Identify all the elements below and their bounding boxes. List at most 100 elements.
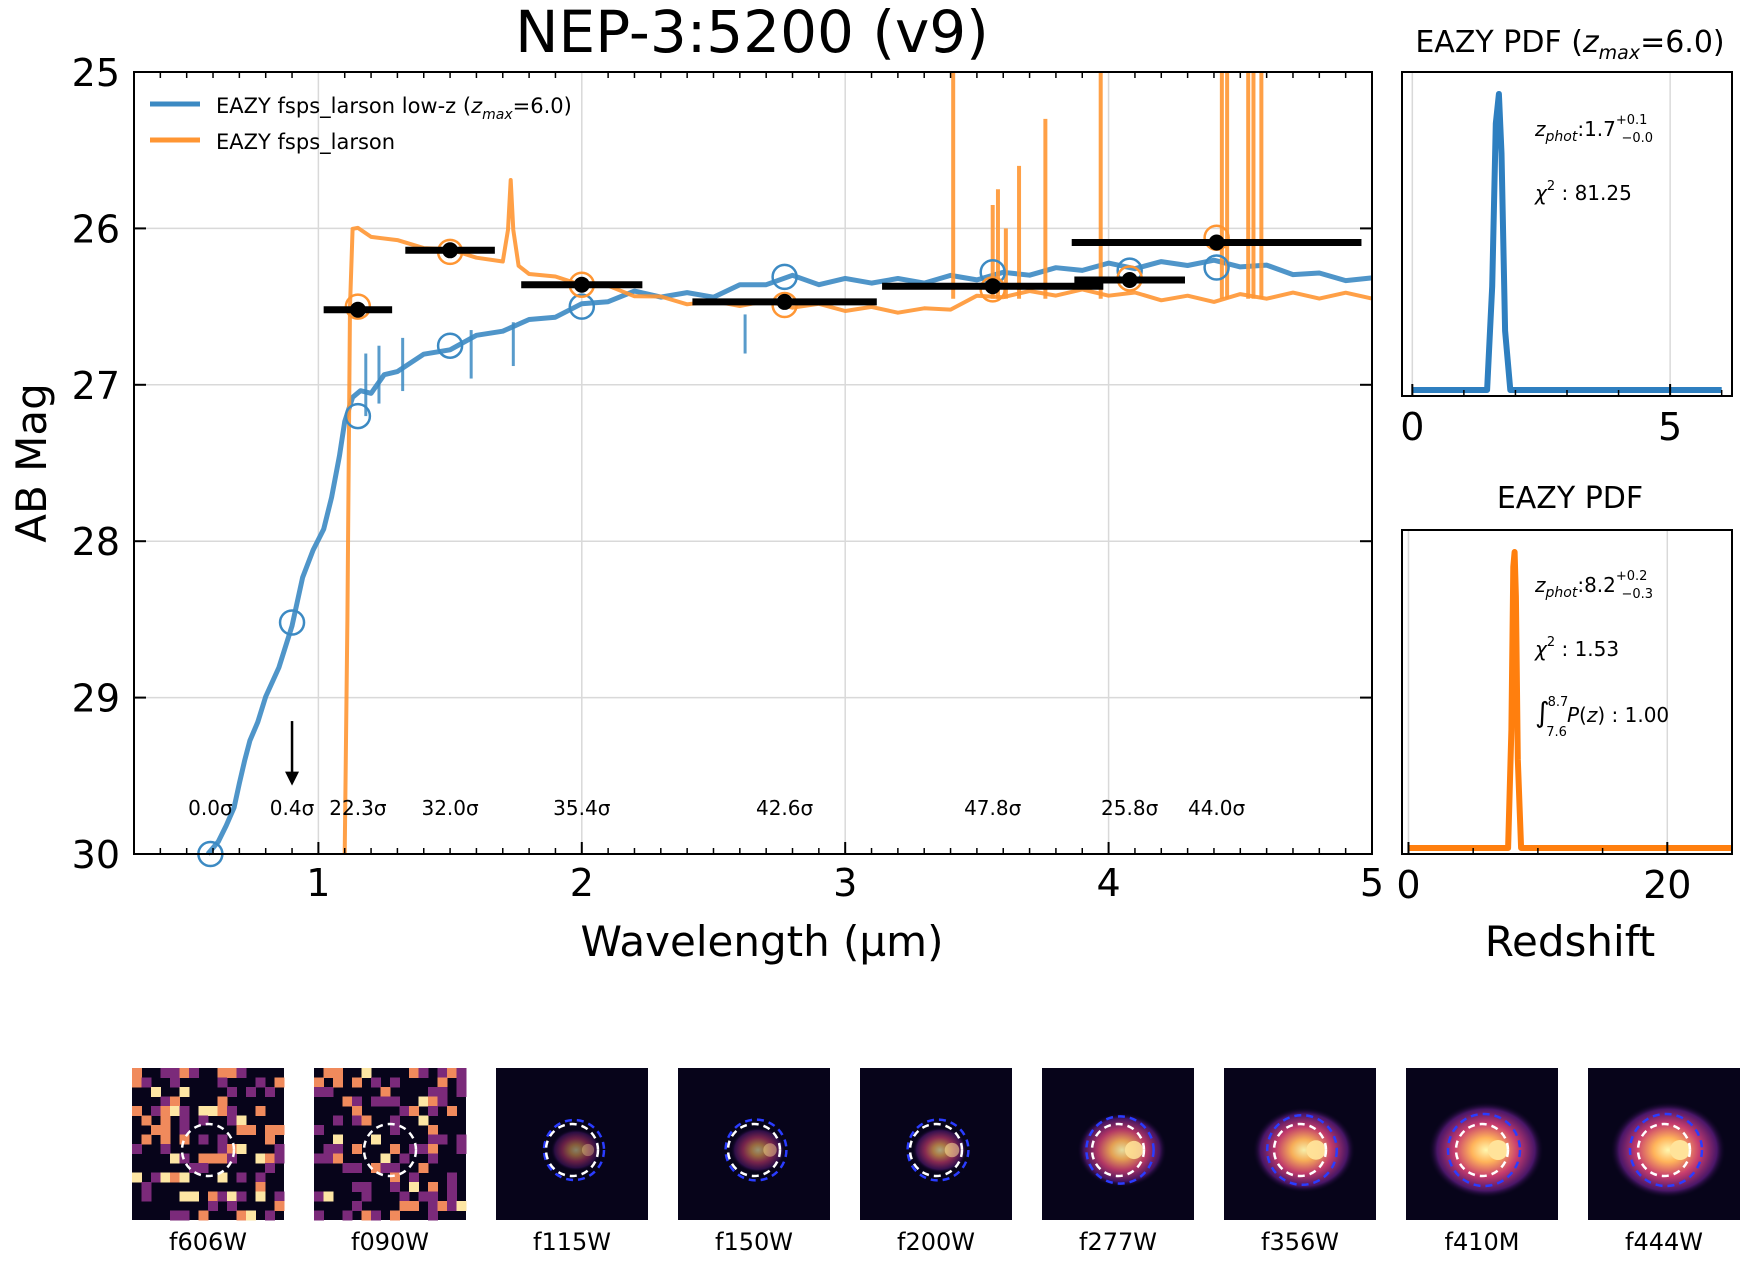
cutout-noise-pixel <box>409 1182 419 1192</box>
cutout-noise-pixel <box>361 1191 372 1202</box>
cutout-noise-pixel <box>198 1153 209 1164</box>
cutout-noise-pixel <box>141 1182 152 1192</box>
cutout-noise-pixel <box>179 1172 190 1183</box>
cutout-noise-pixel <box>437 1201 448 1211</box>
cutout-noise-pixel <box>274 1125 285 1135</box>
cutout-noise-pixel <box>265 1134 275 1145</box>
cutout-f277W: f277W <box>1042 1068 1194 1256</box>
cutout-noise-pixel <box>265 1087 275 1097</box>
sed-snr-label: 22.3σ <box>329 796 387 820</box>
cutout-f356W: f356W <box>1224 1068 1376 1256</box>
pdf-highz-panel: EAZY PDF 0 20 zphot:8.2+0.2 −0.3 χ2 : 1.53… <box>1396 481 1733 966</box>
cutout-noise-pixel <box>399 1201 410 1211</box>
cutout-aperture-blue <box>542 1118 606 1182</box>
cutout-noise-pixel <box>236 1191 247 1202</box>
cutout-noise-pixel <box>141 1077 152 1088</box>
cutout-noise-pixel <box>198 1106 209 1116</box>
legend-label-lowz: EAZY fsps_larson low-z (zmax=6.0) <box>216 94 572 123</box>
cutout-noise-pixel <box>151 1172 161 1183</box>
sed-title: NEP-3:5200 (v9) <box>515 0 989 66</box>
cutout-noise-pixel <box>333 1134 343 1145</box>
cutout-noise-pixel <box>333 1153 343 1164</box>
cutout-noise-pixel <box>255 1153 266 1164</box>
cutout-noise-pixel <box>170 1210 180 1221</box>
pdf-highz-grid <box>1407 530 1669 854</box>
cutout-aperture-white <box>1454 1122 1510 1178</box>
sed-snr-label: 35.4σ <box>553 796 611 820</box>
cutout-noise-pixel <box>227 1087 237 1097</box>
cutout-noise-pixel <box>352 1163 362 1173</box>
cutout-noise-pixel <box>160 1144 171 1154</box>
sed-snr-label: 32.0σ <box>421 796 479 820</box>
cutout-label: f150W <box>715 1228 793 1256</box>
cutout-noise-pixel <box>361 1115 372 1126</box>
cutout-noise-pixel <box>409 1106 419 1116</box>
pdf-highz-chi2: χ2 : 1.53 <box>1534 635 1619 661</box>
cutout-source <box>730 1127 786 1173</box>
cutout-noise-pixel <box>208 1191 218 1202</box>
cutout-label: f444W <box>1625 1228 1703 1256</box>
sed-ytick-label: 30 <box>72 833 120 877</box>
pdf-xtick-label: 5 <box>1658 405 1682 449</box>
cutout-noise-pixel <box>323 1068 334 1078</box>
cutout-noise-pixel <box>170 1172 180 1183</box>
cutout-noise-pixel <box>246 1125 256 1135</box>
cutout-noise-pixel <box>274 1191 285 1202</box>
cutout-noise-pixel <box>428 1087 438 1097</box>
cutout-source <box>912 1127 968 1173</box>
cutout-noise-pixel <box>418 1163 429 1173</box>
sed-model-phot-lowz <box>771 263 798 291</box>
cutout-noise-pixel <box>255 1106 266 1116</box>
cutout-noise-pixel <box>170 1068 180 1078</box>
cutout-noise-pixel <box>352 1077 362 1088</box>
cutout-noise-pixel <box>217 1134 228 1145</box>
cutout-noise-pixel <box>428 1125 438 1135</box>
cutout-noise-pixel <box>428 1210 438 1221</box>
sed-phot-point <box>1121 272 1138 289</box>
cutout-noise-pixel <box>323 1153 334 1164</box>
cutout-noise-pixel <box>179 1125 190 1135</box>
cutout-noise-pixel <box>217 1144 228 1154</box>
sed-marks: 0.0σ 0.4σ 22.3σ 32.0σ 35.4σ 42.6σ 47.8σ 25.8σ 44… <box>188 224 1362 868</box>
cutout-noise-pixel <box>390 1077 400 1088</box>
sed-model-phot-lowz <box>278 609 306 636</box>
cutout-strip: f606W f090W f115W f150W f200W f277W f356W f410M… <box>132 1068 1740 1256</box>
cutout-noise-pixel <box>333 1115 343 1126</box>
cutout-noise-pixel <box>371 1077 381 1088</box>
cutout-noise-pixel <box>428 1096 438 1107</box>
cutout-noise-pixel <box>227 1106 237 1116</box>
cutout-noise-pixel <box>409 1068 419 1078</box>
cutout-noise-pixel <box>265 1163 275 1173</box>
cutout-aperture-white <box>362 1122 418 1178</box>
cutout-noise-pixel <box>323 1191 334 1202</box>
cutout-noise-pixel <box>447 1068 457 1078</box>
sed-snr-label: 44.0σ <box>1188 796 1246 820</box>
cutout-noise-pixel <box>170 1153 180 1164</box>
cutout-source <box>1428 1102 1544 1198</box>
cutout-noise-pixel <box>217 1077 228 1088</box>
cutout-noise-pixel <box>323 1144 334 1154</box>
cutout-noise-pixel <box>217 1068 228 1078</box>
cutout-noise-pixel <box>456 1077 467 1088</box>
sed-upper-limit-arrow <box>285 771 300 786</box>
cutout-noise-pixel <box>371 1134 381 1145</box>
sed-ytick-label: 27 <box>72 364 120 408</box>
cutout-noise-pixel <box>255 1172 266 1183</box>
sed-xtick-label: 4 <box>1097 861 1121 905</box>
cutout-noise-pixel <box>428 1106 438 1116</box>
cutout-noise-pixel <box>265 1125 275 1135</box>
cutout-noise-pixel <box>189 1191 199 1202</box>
cutout-noise-pixel <box>352 1106 362 1116</box>
sed-phot-point <box>984 278 1001 295</box>
sed-legend: EAZY fsps_larson low-z (zmax=6.0) EAZY f… <box>150 94 572 155</box>
cutout-noise-pixel <box>160 1068 171 1078</box>
sed-phot-point <box>776 293 793 310</box>
cutout-noise-pixel <box>390 1125 400 1135</box>
cutout-noise-pixel <box>255 1191 266 1202</box>
cutout-noise-pixel <box>447 1201 457 1211</box>
cutout-f606W: f606W <box>132 1068 285 1256</box>
pdf-curve-line <box>1412 91 1722 393</box>
cutout-noise-pixel <box>160 1096 171 1107</box>
cutout-noise-pixel <box>428 1153 438 1164</box>
cutout-noise-pixel <box>265 1210 275 1221</box>
